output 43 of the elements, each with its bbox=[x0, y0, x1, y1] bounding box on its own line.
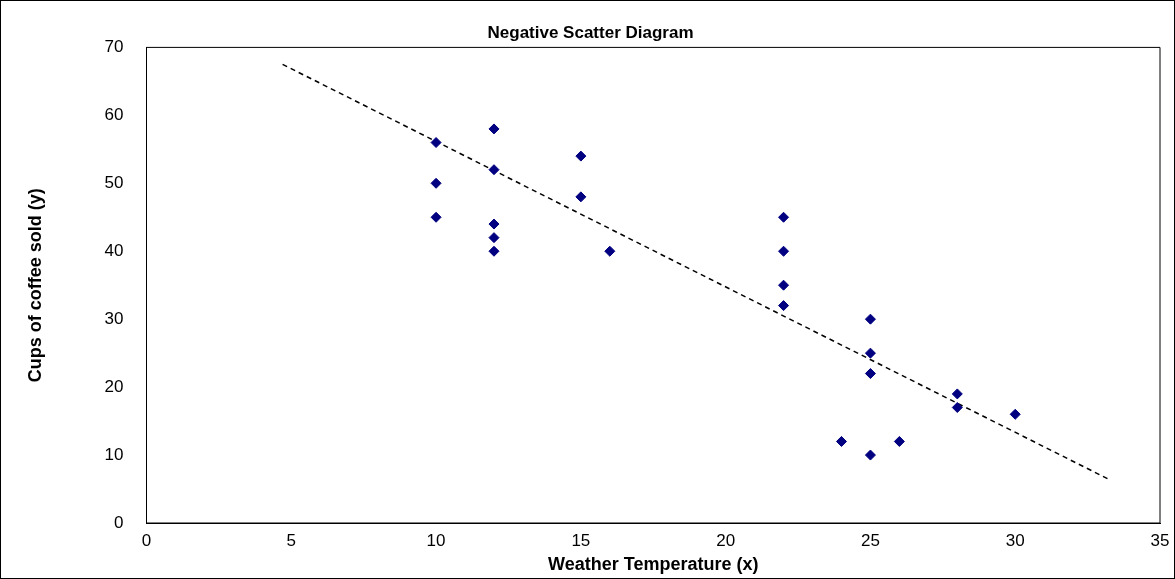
y-tick-label: 40 bbox=[104, 240, 124, 260]
point bbox=[575, 150, 587, 162]
y-tick-label: 50 bbox=[104, 172, 124, 192]
point bbox=[835, 435, 847, 447]
y-tick-label: 20 bbox=[104, 376, 124, 396]
y-tick-label: 60 bbox=[104, 105, 124, 125]
point bbox=[778, 245, 790, 257]
y-tick-label: 70 bbox=[104, 37, 124, 57]
point bbox=[488, 218, 500, 230]
point bbox=[864, 368, 876, 380]
point bbox=[893, 435, 905, 447]
point bbox=[864, 313, 876, 325]
point bbox=[430, 137, 442, 149]
point bbox=[951, 402, 963, 413]
y-tick-label: 10 bbox=[104, 444, 124, 464]
y-axis-title: Cups of coffee sold (y) bbox=[24, 188, 45, 383]
x-tick-label: 35 bbox=[1150, 530, 1170, 550]
x-tick-label: 5 bbox=[286, 530, 297, 550]
point bbox=[488, 123, 500, 135]
x-tick-label: 25 bbox=[860, 530, 880, 550]
x-tick-label: 15 bbox=[571, 530, 591, 550]
point bbox=[864, 347, 876, 359]
x-axis-title: Weather Temperature (x) bbox=[548, 554, 759, 575]
point bbox=[864, 449, 876, 461]
y-tick-label: 30 bbox=[104, 308, 124, 328]
point bbox=[604, 245, 616, 257]
point bbox=[778, 211, 790, 223]
point bbox=[778, 279, 790, 291]
point bbox=[488, 164, 500, 176]
chart-title: Negative Scatter Diagram bbox=[487, 22, 694, 42]
point bbox=[488, 245, 500, 257]
x-tick-label: 10 bbox=[426, 530, 446, 550]
y-tick-label: 0 bbox=[114, 512, 124, 532]
point bbox=[778, 300, 790, 312]
x-tick-label: 30 bbox=[1005, 530, 1025, 550]
x-tick-label: 20 bbox=[716, 530, 736, 550]
point bbox=[430, 177, 442, 189]
point bbox=[430, 211, 442, 223]
point bbox=[488, 232, 500, 244]
x-tick-label: 0 bbox=[141, 530, 152, 550]
point bbox=[575, 191, 587, 203]
point bbox=[1009, 408, 1021, 420]
point bbox=[951, 388, 963, 400]
